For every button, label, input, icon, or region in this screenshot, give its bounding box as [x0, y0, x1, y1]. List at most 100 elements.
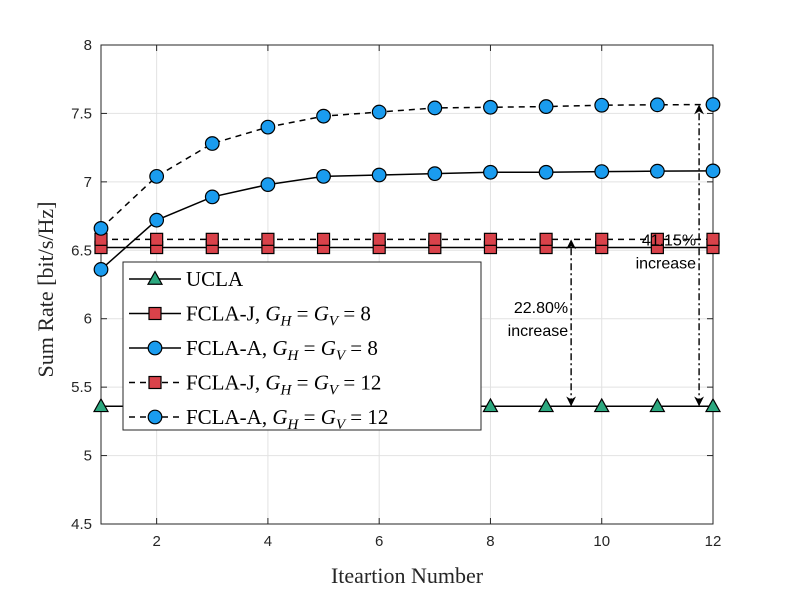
annotations: 22.80% increase 41.15% increase: [508, 104, 704, 407]
data-point-fclaj12: [316, 232, 331, 246]
data-point-ucla: [593, 397, 610, 413]
data-point-fclaj12: [205, 232, 219, 246]
legend-label-fclaa12: FCLA-A, GH = GV = 12: [186, 405, 388, 433]
data-point-fclaa12: [93, 220, 109, 236]
y-tick-label: 4.5: [71, 516, 92, 533]
x-tick-label: 12: [705, 533, 722, 550]
legend-text-part: =: [291, 371, 313, 395]
y-tick-label: 7: [84, 174, 92, 191]
data-point-ucla: [538, 397, 555, 413]
data-point-fclaa12: [594, 97, 610, 113]
legend-box: [122, 261, 482, 431]
data-point-fclaa12: [538, 99, 554, 114]
legend-text-part: =: [291, 302, 313, 326]
legend-label-fclaj12: FCLA-J, GH = GV = 12: [186, 371, 381, 399]
y-tick-label: 5.5: [71, 379, 92, 396]
data-point-ucla: [704, 397, 722, 413]
x-tick-label: 10: [593, 533, 610, 550]
data-point-fclaa8: [149, 212, 165, 228]
series-fclaa12: [93, 97, 721, 236]
y-tick-label: 6: [84, 311, 92, 328]
data-point-fclaj12: [261, 232, 275, 246]
data-point-fclaj12: [483, 232, 498, 246]
series-line-fclaa12: [100, 103, 714, 229]
legend-item-fclaa8: FCLA-A, GH = GV = 8: [129, 336, 378, 364]
data-point-fclaj12: [539, 232, 553, 246]
legend-subscript: V: [329, 314, 340, 330]
data-point-fclaj12: [428, 232, 442, 246]
data-point-fclaa8: [483, 164, 498, 180]
data-point-fclaj12: [150, 232, 164, 246]
legend-label-fclaj8: FCLA-J, GH = GV = 8: [186, 302, 371, 330]
data-point-fclaa12: [705, 97, 721, 112]
legend-text-part: G: [314, 302, 329, 326]
y-tick-label: 5: [84, 448, 92, 465]
legend-label-ucla: UCLA: [186, 267, 244, 291]
data-point-fclaa12: [204, 136, 220, 151]
data-point-fclaa12: [371, 104, 387, 120]
legend-label-fclaa8: FCLA-A, GH = GV = 8: [186, 336, 378, 364]
legend-text-part: UCLA: [186, 267, 244, 291]
x-tick-label: 2: [152, 533, 160, 550]
legend-subscript: H: [287, 348, 300, 364]
y-axis-label: Sum Rate [bit/s/Hz]: [33, 202, 58, 378]
axis-ticks: 2 4 6 8 10 12 4.5 5 5.5 6 6.5 7 7.5 8: [71, 37, 721, 550]
legend-item-ucla: UCLA: [129, 267, 244, 291]
data-point-fclaa12: [649, 97, 665, 113]
data-point-fclaj12: [706, 232, 720, 246]
legend-text-part: FCLA-A,: [186, 336, 272, 360]
x-tick-label: 4: [264, 533, 272, 550]
data-point-fclaa8: [260, 177, 276, 192]
x-tick-label: 8: [486, 533, 494, 550]
series-group: [92, 97, 722, 413]
gain-label-line: increase: [636, 255, 697, 272]
data-point-fclaa8: [538, 164, 554, 180]
data-point-fclaa8: [204, 189, 220, 205]
x-axis-label: Iteartion Number: [331, 563, 484, 588]
legend-text-part: G: [314, 371, 329, 395]
data-point-fclaa12: [149, 168, 165, 184]
data-point-ucla: [482, 397, 499, 413]
legend-text-part: G: [265, 371, 280, 395]
legend-subscript: V: [336, 417, 347, 433]
data-point-fclaa8: [371, 167, 387, 183]
legend-subscript: H: [280, 383, 293, 399]
legend-text-part: = 8: [345, 336, 378, 360]
gain-label-gain12: 41.15% increase: [636, 232, 697, 272]
legend-item-fclaa12: FCLA-A, GH = GV = 12: [129, 405, 388, 433]
legend-marker-circle: [147, 340, 163, 356]
y-tick-label: 6.5: [71, 242, 92, 259]
legend-marker-square: [148, 375, 162, 390]
data-point-fclaa12: [316, 108, 331, 124]
data-point-fclaa8: [649, 163, 665, 179]
legend-marker-circle: [147, 409, 163, 425]
x-tick-label: 6: [375, 533, 383, 550]
y-tick-label: 8: [84, 37, 92, 54]
legend-marker-triangle: [146, 270, 164, 285]
legend-subscript: V: [336, 348, 347, 364]
data-point-fclaj12: [595, 232, 609, 246]
legend-item-fclaj8: FCLA-J, GH = GV = 8: [129, 302, 371, 330]
legend-text-part: FCLA-J,: [186, 302, 265, 326]
legend-text-part: = 12: [345, 405, 388, 429]
legend-text-part: = 8: [338, 302, 371, 326]
data-point-fclaa12: [427, 100, 443, 116]
data-point-fclaa12: [260, 119, 276, 135]
legend-text-part: G: [321, 336, 336, 360]
data-point-fclaj12: [650, 232, 664, 246]
legend-marker-square: [148, 306, 162, 321]
gain-label-line: 22.80%: [514, 300, 568, 317]
data-point-ucla: [649, 397, 666, 413]
legend-text-part: G: [272, 336, 287, 360]
data-point-fclaa8: [93, 262, 109, 277]
legend-text-part: G: [321, 405, 336, 429]
data-point-fclaa8: [594, 164, 610, 179]
legend-text-part: =: [298, 405, 320, 429]
legend-subscript: H: [287, 417, 300, 433]
legend-text-part: FCLA-A,: [186, 405, 272, 429]
series-fclaj12: [94, 232, 720, 246]
gain-label-gain8: 22.80% increase: [508, 300, 569, 340]
legend-subscript: H: [280, 314, 293, 330]
